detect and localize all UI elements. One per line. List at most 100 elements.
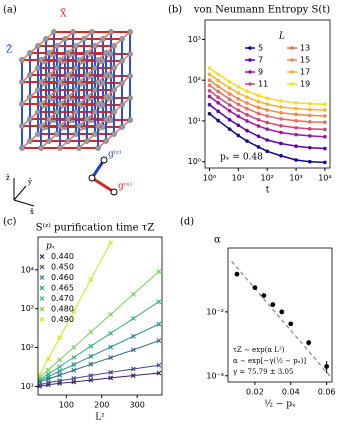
g-z-label: g⁽ᶻ⁾ bbox=[108, 149, 121, 160]
y-tick-label: 10¹ bbox=[188, 116, 201, 125]
data-point bbox=[294, 144, 298, 148]
data-point bbox=[156, 299, 162, 305]
data-point bbox=[308, 113, 312, 118]
data-point bbox=[216, 95, 220, 99]
data-point bbox=[88, 329, 94, 335]
data-point bbox=[256, 117, 261, 122]
site bbox=[35, 65, 41, 71]
data-point bbox=[256, 134, 261, 139]
site bbox=[111, 43, 117, 49]
legend-label: 0.460 bbox=[51, 273, 74, 282]
legend-marker bbox=[39, 306, 45, 312]
site bbox=[110, 188, 118, 196]
site bbox=[100, 102, 106, 108]
data-point bbox=[207, 83, 212, 88]
legend-label: 0.450 bbox=[51, 263, 74, 272]
series-line bbox=[39, 364, 159, 386]
site bbox=[111, 109, 117, 115]
data-point bbox=[279, 105, 283, 109]
data-point bbox=[265, 120, 269, 125]
data-point bbox=[308, 101, 312, 106]
data-point bbox=[207, 88, 212, 93]
site bbox=[100, 124, 106, 130]
g-x-bond bbox=[91, 176, 115, 194]
data-point bbox=[71, 367, 77, 373]
site bbox=[84, 94, 90, 100]
site bbox=[92, 43, 98, 49]
data-point bbox=[57, 368, 63, 374]
y-tick-label: 10¹ bbox=[21, 382, 34, 391]
site bbox=[108, 95, 114, 101]
data-point bbox=[108, 330, 114, 336]
annotation: pₓ = 0.48 bbox=[220, 153, 263, 163]
site bbox=[95, 123, 101, 129]
data-point bbox=[252, 285, 258, 291]
data-point bbox=[130, 333, 136, 339]
data-point bbox=[57, 335, 63, 341]
site bbox=[100, 156, 108, 164]
data-point bbox=[323, 134, 327, 139]
legend-label: 0.480 bbox=[51, 305, 74, 314]
x-tick-label: 10³ bbox=[289, 174, 302, 183]
site bbox=[111, 65, 117, 71]
data-point bbox=[308, 159, 312, 164]
panel-label: (b) bbox=[168, 5, 182, 16]
x-tick-label: 0.06 bbox=[318, 388, 336, 397]
site bbox=[27, 72, 33, 78]
site bbox=[57, 123, 63, 129]
legend-label: 9 bbox=[258, 68, 263, 77]
data-point bbox=[323, 102, 327, 107]
site bbox=[95, 79, 101, 85]
site bbox=[73, 109, 79, 115]
legend-marker bbox=[39, 285, 45, 291]
data-point bbox=[130, 347, 136, 353]
legend-label: 11 bbox=[258, 80, 268, 89]
site bbox=[103, 116, 109, 122]
data-point bbox=[294, 158, 298, 162]
data-point bbox=[108, 369, 114, 375]
data-point bbox=[71, 362, 77, 367]
data-point bbox=[265, 102, 269, 107]
legend-label: 0.465 bbox=[51, 284, 74, 293]
data-point bbox=[216, 72, 220, 76]
site bbox=[19, 79, 25, 85]
data-point bbox=[227, 97, 232, 102]
data-point bbox=[245, 101, 249, 105]
data-point bbox=[216, 109, 220, 114]
data-point bbox=[294, 125, 298, 130]
site bbox=[46, 116, 52, 122]
data-point bbox=[236, 85, 241, 89]
site bbox=[111, 87, 117, 93]
data-point bbox=[234, 271, 240, 277]
data-point bbox=[236, 133, 241, 138]
annotation: γ = 75.79 ± 3.05 bbox=[233, 368, 293, 376]
y-tick-label: 10³ bbox=[188, 35, 201, 44]
site bbox=[38, 57, 44, 63]
panel-label: (a) bbox=[3, 5, 17, 16]
data-point bbox=[270, 302, 276, 308]
legend-marker bbox=[248, 70, 252, 74]
legend-label: 15 bbox=[300, 56, 310, 65]
data-point bbox=[294, 132, 298, 137]
y-tick-label: 10² bbox=[21, 343, 34, 352]
data-point bbox=[37, 383, 43, 389]
legend-label: 0.440 bbox=[51, 252, 74, 261]
legend-marker bbox=[39, 275, 45, 280]
data-point bbox=[45, 367, 51, 373]
data-point bbox=[279, 110, 283, 115]
axis-z-label: ẑ bbox=[6, 174, 10, 182]
site bbox=[127, 73, 133, 79]
data-point bbox=[308, 120, 312, 124]
site bbox=[100, 58, 106, 64]
data-point bbox=[156, 321, 162, 327]
data-point bbox=[130, 291, 136, 297]
data-point bbox=[279, 141, 283, 146]
gauge-diagram bbox=[88, 156, 118, 196]
site bbox=[92, 131, 98, 137]
site bbox=[65, 138, 71, 144]
data-point bbox=[294, 101, 298, 105]
site bbox=[127, 95, 133, 101]
axis-x-label: x̂ bbox=[30, 207, 34, 216]
data-point bbox=[227, 92, 232, 96]
legend-title: pₓ bbox=[46, 242, 56, 252]
